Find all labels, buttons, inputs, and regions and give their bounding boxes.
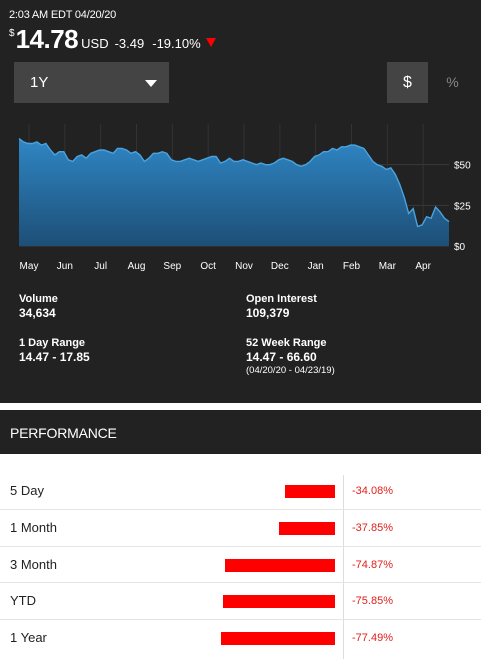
x-tick-label: Jan xyxy=(308,261,324,272)
y-tick-label: $0 xyxy=(454,242,466,253)
performance-period-label: 5 Day xyxy=(10,483,44,498)
week52-range-label: 52 Week Range xyxy=(246,337,327,349)
price-line xyxy=(18,138,450,228)
row-divider xyxy=(0,508,481,510)
x-tick-label: Dec xyxy=(271,261,289,272)
time-range-value: 1Y xyxy=(30,74,49,91)
performance-header: PERFORMANCE xyxy=(0,410,481,454)
day-range-stat: 1 Day Range 14.47 - 17.85 xyxy=(19,337,90,364)
price-change-percent: -19.10% xyxy=(152,36,201,51)
y-tick-label: $25 xyxy=(454,201,471,212)
volume-stat: Volume 34,634 xyxy=(19,293,58,320)
quote-timestamp: 2:03 AM EDT 04/20/20 xyxy=(9,9,117,21)
open-interest-value: 109,379 xyxy=(246,306,290,320)
volume-label: Volume xyxy=(19,293,58,305)
performance-bar xyxy=(224,558,335,572)
x-tick-label: Jul xyxy=(94,261,107,272)
performance-period-label: 1 Month xyxy=(10,519,57,535)
performance-title: PERFORMANCE xyxy=(10,425,117,441)
performance-row: 1 Month -37.85% xyxy=(0,510,481,547)
performance-bar xyxy=(284,485,335,498)
x-tick-label: Feb xyxy=(343,261,361,272)
performance-row: YTD -75.85% xyxy=(0,583,481,620)
performance-value: -77.49% xyxy=(352,632,393,645)
performance-value: -75.85% xyxy=(352,595,393,608)
percent-mode-button[interactable]: % xyxy=(446,74,459,90)
week52-range-stat: 52 Week Range 14.47 - 66.60 (04/20/20 - … xyxy=(246,337,335,376)
currency-symbol: $ xyxy=(9,28,15,39)
row-divider xyxy=(0,582,481,584)
performance-row: 1 Year -77.49% xyxy=(0,620,481,657)
performance-value: -37.85% xyxy=(352,521,393,534)
performance-value: -34.08% xyxy=(352,485,393,497)
x-tick-label: Mar xyxy=(379,261,397,272)
day-range-value: 14.47 - 17.85 xyxy=(19,350,90,364)
chevron-down-icon xyxy=(145,80,157,87)
price-currency: USD xyxy=(81,36,109,51)
dollar-mode-button[interactable]: $ xyxy=(387,62,428,103)
time-range-dropdown[interactable]: 1Y xyxy=(14,62,169,103)
price-area xyxy=(19,138,449,246)
price-chart[interactable]: $50 $25 $0 May Jun Jul Aug Sep Oct Nov Dec Jan Feb Ma… xyxy=(0,110,481,275)
price-change: -3.49 xyxy=(114,36,145,51)
last-price: 14.78 xyxy=(15,24,79,54)
x-tick-label: Sep xyxy=(163,261,181,272)
x-tick-label: Aug xyxy=(128,261,146,272)
performance-period-label: 3 Month xyxy=(10,556,57,572)
x-tick-label: Oct xyxy=(200,261,216,272)
performance-divider xyxy=(343,475,344,659)
x-tick-label: May xyxy=(20,261,39,272)
performance-period-label: YTD xyxy=(10,593,36,609)
performance-row: 5 Day -34.08% xyxy=(0,473,481,510)
week52-range-dates: (04/20/20 - 04/23/19) xyxy=(246,365,335,376)
x-tick-label: Jun xyxy=(57,261,73,272)
x-tick-label: Nov xyxy=(235,261,253,272)
performance-bar xyxy=(279,521,335,535)
row-divider xyxy=(0,619,481,621)
open-interest-label: Open Interest xyxy=(246,293,317,305)
down-triangle-icon xyxy=(205,38,216,47)
quote-panel: 2:03 AM EDT 04/20/20 $ 14.78 USD -3.49 -… xyxy=(0,0,481,403)
performance-period-label: 1 Year xyxy=(10,630,47,646)
x-tick-label: Apr xyxy=(415,261,431,272)
day-range-label: 1 Day Range xyxy=(19,337,86,349)
quote-line: $ 14.78 USD -3.49 -19.10% xyxy=(9,24,216,55)
performance-bar xyxy=(223,595,335,609)
open-interest-stat: Open Interest 109,379 xyxy=(246,293,317,320)
week52-range-value: 14.47 - 66.60 xyxy=(246,350,317,364)
performance-bar xyxy=(220,632,335,646)
y-tick-label: $50 xyxy=(454,161,471,172)
performance-row: 3 Month -74.87% xyxy=(0,547,481,584)
volume-value: 34,634 xyxy=(19,306,56,320)
row-divider xyxy=(0,545,481,547)
performance-value: -74.87% xyxy=(352,558,393,571)
